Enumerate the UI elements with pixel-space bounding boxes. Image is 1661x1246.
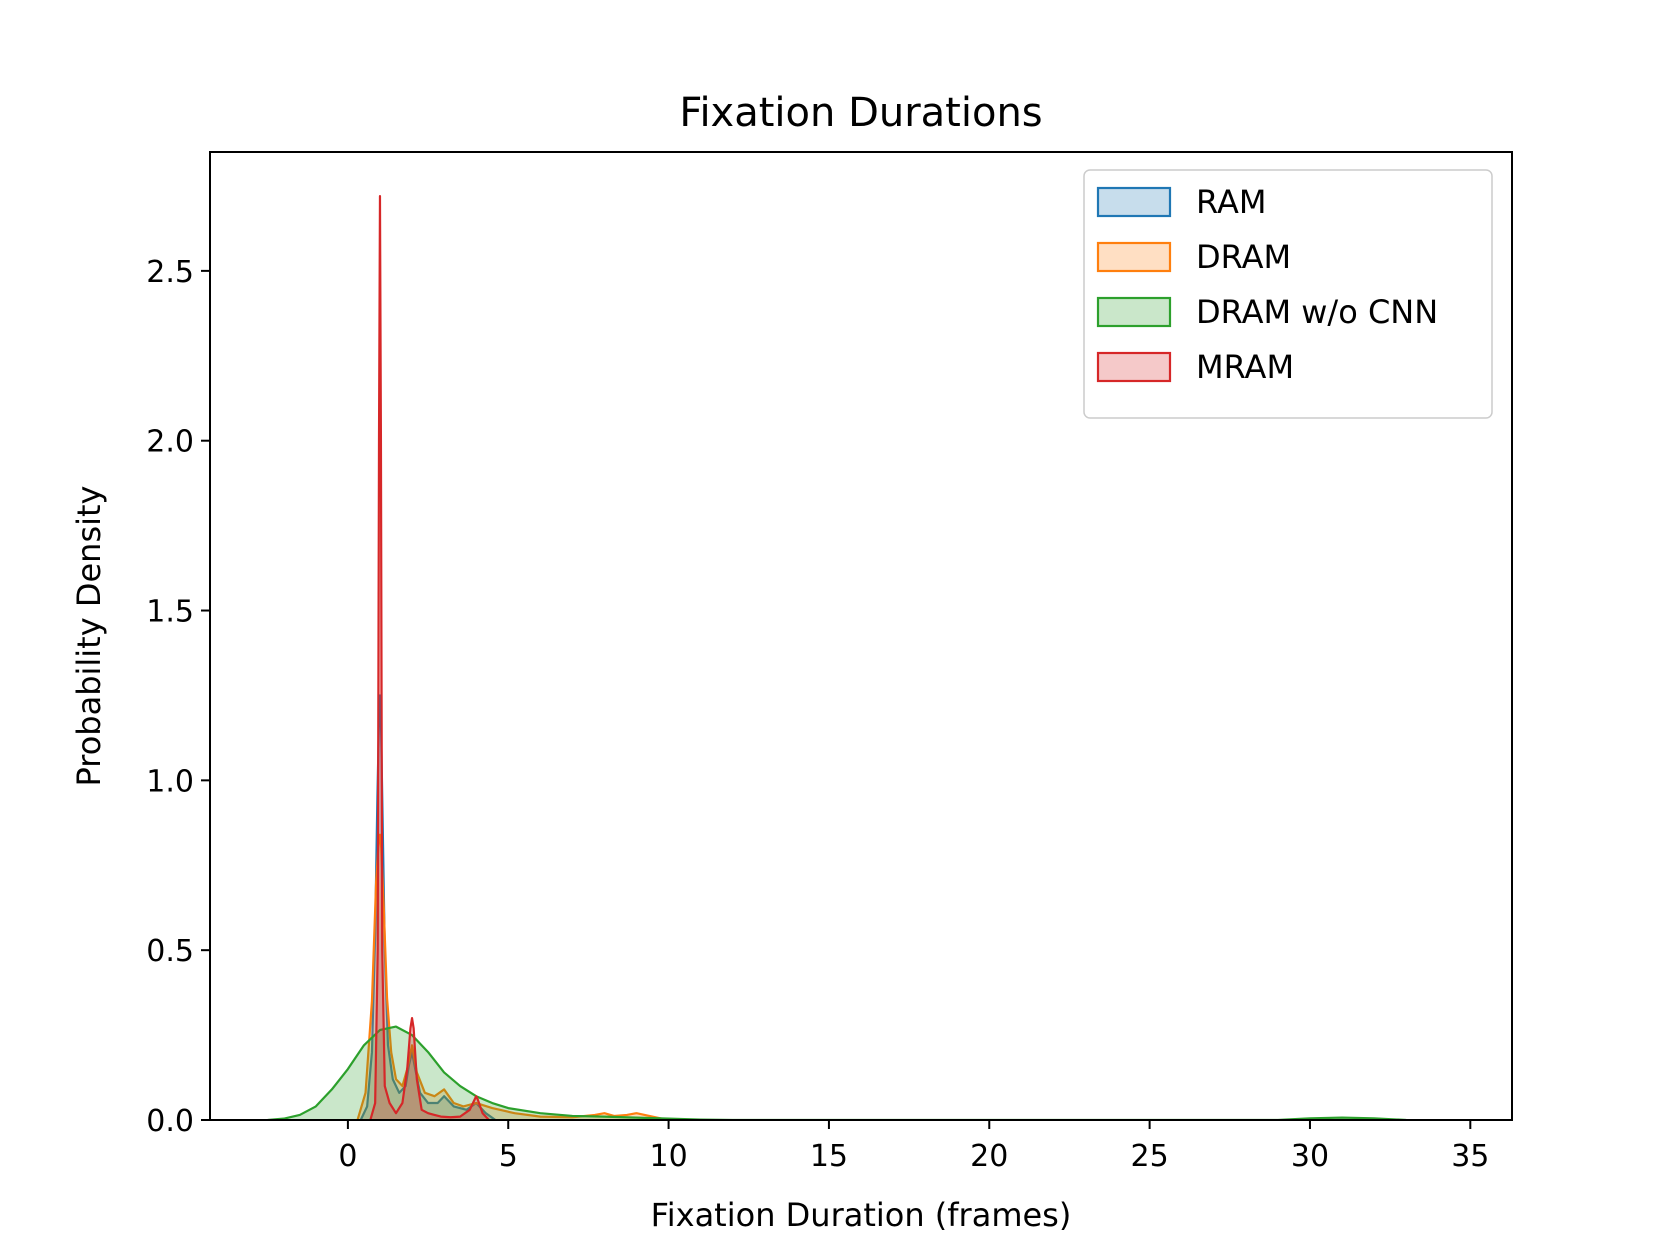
x-axis: 0 5 10 15 20 25 30 35	[338, 1120, 1489, 1174]
series-line-mram	[369, 195, 490, 1120]
legend-box	[1083, 169, 1493, 419]
series-fill-mram	[370, 196, 489, 1120]
y-axis-label: Probability Density	[70, 486, 108, 787]
y-tick-label: 1.5	[146, 595, 194, 630]
x-tick-label: 5	[499, 1139, 518, 1174]
y-tick-label: 2.5	[146, 255, 194, 290]
series-fill-ram	[360, 695, 496, 1120]
series-line-dram-w-o-cnn	[267, 1025, 1407, 1120]
y-tick-label: 1.0	[146, 764, 194, 799]
legend-label: RAM	[1196, 183, 1266, 221]
legend-label: MRAM	[1196, 348, 1294, 386]
x-tick-label: 30	[1291, 1139, 1329, 1174]
series-layer	[267, 195, 1407, 1120]
x-tick-label: 15	[810, 1139, 848, 1174]
legend-swatch	[1096, 296, 1172, 328]
legend-label: DRAM	[1196, 238, 1291, 276]
legend-label: DRAM w/o CNN	[1196, 293, 1438, 331]
y-tick-label: 0.0	[146, 1104, 194, 1139]
legend-item-mram: MRAM	[1096, 348, 1294, 386]
y-tick-label: 2.0	[146, 425, 194, 460]
legend-swatch	[1096, 186, 1172, 218]
legend: RAM DRAM DRAM w/o CNN MRAM	[1083, 169, 1493, 419]
legend-swatch	[1096, 351, 1172, 383]
y-tick-label: 0.5	[146, 934, 194, 969]
x-tick-label: 20	[970, 1139, 1008, 1174]
chart-title: Fixation Durations	[679, 90, 1042, 136]
series-fill-dram-w-o-cnn	[267, 1026, 1407, 1120]
x-axis-label: Fixation Duration (frames)	[651, 1196, 1072, 1234]
legend-item-dram: DRAM	[1096, 238, 1291, 276]
axes-frame	[209, 151, 1513, 1121]
y-axis: 0.0 0.5 1.0 1.5 2.0 2.5	[146, 255, 210, 1139]
x-tick-label: 25	[1131, 1139, 1169, 1174]
legend-swatch	[1096, 241, 1172, 273]
legend-item-ram: RAM	[1096, 183, 1266, 221]
series-fill-dram	[357, 834, 675, 1120]
x-tick-label: 35	[1451, 1139, 1489, 1174]
legend-item-dram-w-o-cnn: DRAM w/o CNN	[1096, 293, 1438, 331]
x-tick-label: 10	[649, 1139, 687, 1174]
series-line-dram	[356, 833, 676, 1120]
x-tick-label: 0	[338, 1139, 357, 1174]
